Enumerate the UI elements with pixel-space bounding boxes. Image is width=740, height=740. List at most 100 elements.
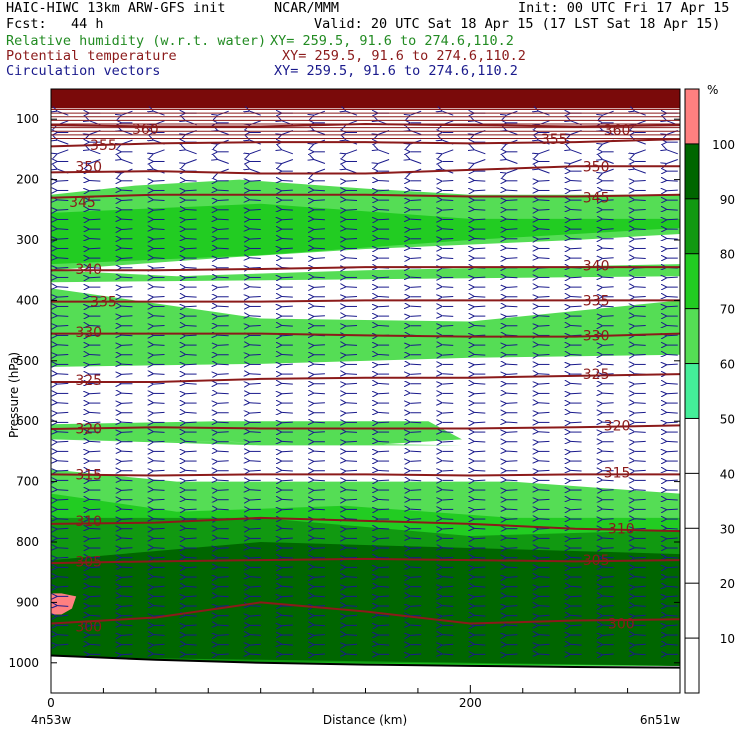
circulation-vector xyxy=(89,238,101,239)
circulation-vector xyxy=(571,325,582,326)
circulation-vector xyxy=(218,364,229,365)
circulation-vector xyxy=(442,316,454,317)
circulation-vector xyxy=(442,374,454,375)
circulation-vector xyxy=(57,644,69,645)
circulation-vector xyxy=(186,528,197,529)
circulation-vector xyxy=(442,644,454,645)
circulation-vector xyxy=(346,287,358,288)
circulation-vector xyxy=(314,548,325,549)
circulation-vector xyxy=(186,596,197,597)
circulation-vector xyxy=(474,470,486,471)
circulation-vector xyxy=(378,190,390,191)
circulation-vector xyxy=(154,548,165,549)
x-tick-label: 0 xyxy=(47,696,55,710)
circulation-vector xyxy=(538,345,550,346)
circulation-vector xyxy=(186,383,197,384)
theta-label-300: 300 xyxy=(608,617,635,633)
circulation-vector xyxy=(250,374,261,375)
circulation-vector xyxy=(186,248,197,249)
circulation-vector xyxy=(603,200,614,201)
circulation-vector xyxy=(154,296,165,297)
circulation-vector xyxy=(154,258,165,259)
circulation-vector xyxy=(186,451,197,452)
circulation-vector xyxy=(121,403,133,404)
circulation-vector xyxy=(571,190,582,191)
circulation-vector xyxy=(121,625,133,626)
circulation-vector xyxy=(250,586,261,587)
circulation-vector xyxy=(538,441,550,442)
circulation-vector xyxy=(121,606,133,607)
circulation-vector xyxy=(378,248,390,249)
circulation-vector xyxy=(89,509,101,510)
theta-label-325: 325 xyxy=(583,367,610,383)
circulation-vector xyxy=(89,393,101,394)
circulation-vector xyxy=(250,470,261,471)
circulation-vector xyxy=(57,200,69,201)
circulation-vector xyxy=(442,606,454,607)
theta-contour-310 xyxy=(51,516,680,533)
circulation-vector xyxy=(121,229,133,230)
circulation-vector xyxy=(635,383,646,384)
circulation-vector xyxy=(603,287,614,288)
circulation-vector xyxy=(667,644,678,645)
circulation-vector xyxy=(378,354,390,355)
circulation-vector xyxy=(121,374,133,375)
circulation-vector xyxy=(667,538,678,539)
circulation-vector xyxy=(506,606,518,607)
circulation-vector xyxy=(89,538,101,539)
circulation-vector xyxy=(154,635,165,636)
circulation-vector xyxy=(667,422,678,423)
circulation-vector xyxy=(346,325,358,326)
theta-label-310: 310 xyxy=(608,522,635,538)
circulation-vector xyxy=(442,383,454,384)
circulation-vector xyxy=(667,306,678,307)
circulation-vector xyxy=(346,200,358,201)
circulation-vector xyxy=(378,412,390,413)
circulation-vector xyxy=(186,393,197,394)
circulation-vector xyxy=(442,149,454,154)
colorbar-tick-label: 90 xyxy=(720,193,735,207)
circulation-vector xyxy=(186,615,197,616)
circulation-vector xyxy=(442,258,454,259)
circulation-vector xyxy=(154,490,165,491)
circulation-vector xyxy=(410,567,422,568)
circulation-vector xyxy=(282,451,293,452)
circulation-vector xyxy=(635,644,646,645)
circulation-vector xyxy=(538,606,550,607)
circulation-vector xyxy=(506,219,518,220)
circulation-vector xyxy=(410,577,422,578)
circulation-vector xyxy=(442,287,454,288)
axes-layer: 100 200 300 400 500 600 700 800 900 1000 0 200 xyxy=(8,112,681,710)
forecast-hour: Fcst: 44 h xyxy=(6,16,104,32)
circulation-vector xyxy=(442,296,454,297)
circulation-vector xyxy=(218,480,229,481)
circulation-vector xyxy=(442,412,454,413)
circulation-vector xyxy=(346,499,358,500)
circulation-vector xyxy=(314,625,325,626)
circulation-vector xyxy=(538,383,550,384)
circulation-vector xyxy=(571,277,582,278)
y-tick-label: 200 xyxy=(16,173,39,187)
circulation-vector xyxy=(218,422,229,423)
circulation-vector xyxy=(250,287,261,288)
circulation-vector xyxy=(218,432,229,433)
circulation-vector xyxy=(635,412,646,413)
circulation-vector xyxy=(506,461,518,462)
circulation-vector xyxy=(250,654,261,655)
circulation-vector xyxy=(314,248,325,249)
circulation-vector xyxy=(218,200,229,201)
theta-contour-305 xyxy=(51,557,680,565)
circulation-vector xyxy=(410,606,422,607)
circulation-vector xyxy=(378,586,390,587)
circulation-vector xyxy=(667,509,678,510)
circulation-vector xyxy=(378,422,390,423)
circulation-vector xyxy=(667,528,678,529)
circulation-vector xyxy=(506,596,518,597)
circulation-vector xyxy=(57,461,69,462)
circulation-vector xyxy=(346,615,358,616)
circulation-vector xyxy=(474,325,486,326)
y-tick-label: 500 xyxy=(16,354,39,368)
theta-contour-320 xyxy=(51,424,680,431)
circulation-vector xyxy=(538,615,550,616)
circulation-vector xyxy=(474,306,486,307)
